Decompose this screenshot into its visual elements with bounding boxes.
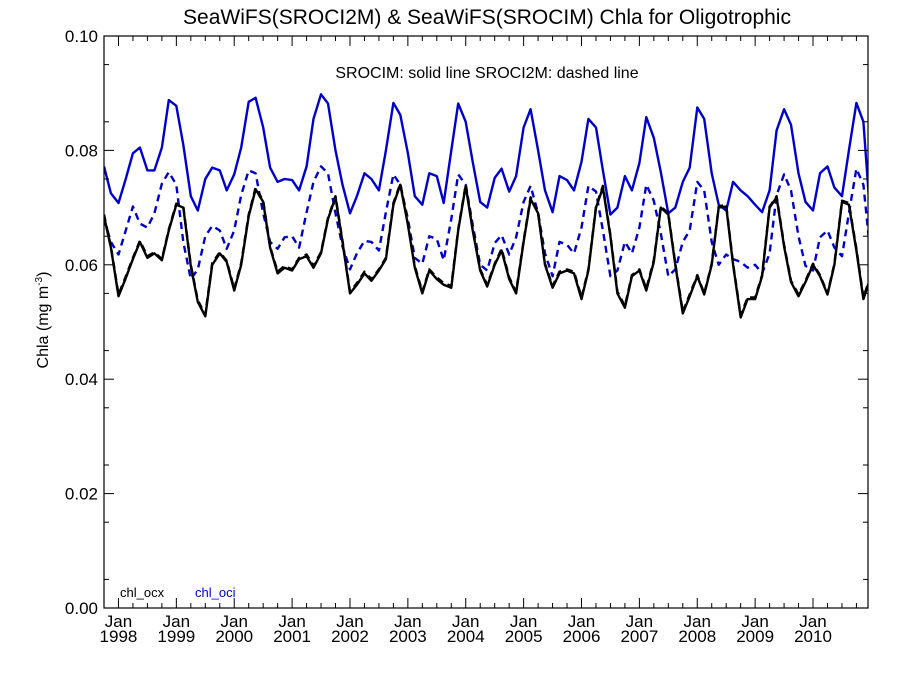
x-tick-month-label: Jan [799, 612, 826, 631]
x-tick-month-label: Jan [221, 612, 248, 631]
y-tick-label: 0.06 [65, 256, 98, 275]
x-tick-year-label: 2008 [678, 627, 716, 646]
y-tick-label: 0.02 [65, 485, 98, 504]
chart-title: SeaWiFS(SROCI2M) & SeaWiFS(SROCIM) Chla … [183, 6, 791, 29]
series-line-chl_oci-solid [104, 93, 868, 216]
x-tick-month-label: Jan [510, 612, 537, 631]
x-tick-month-label: Jan [568, 612, 595, 631]
x-tick-month-label: Jan [684, 612, 711, 631]
y-tick-label: 0.08 [65, 141, 98, 160]
y-tick-label: 0.10 [65, 27, 98, 46]
x-tick-year-label: 2003 [389, 627, 427, 646]
line-style-note: SROCIM: solid line SROCI2M: dashed line [335, 65, 638, 82]
series-line-chl_ocx-dashed [104, 182, 868, 317]
x-tick-year-label: 2004 [447, 627, 485, 646]
axis-layer: 0.000.020.040.060.080.10Jan1998Jan1999Ja… [65, 27, 869, 646]
x-tick-month-label: Jan [394, 612, 421, 631]
x-tick-month-label: Jan [105, 612, 132, 631]
x-tick-year-label: 2007 [620, 627, 658, 646]
plot-frame [103, 35, 869, 609]
legend-entry-chl_oci: chl_oci [195, 585, 236, 600]
legend: chl_ocx chl_oci [120, 585, 236, 600]
x-tick-month-label: Jan [163, 612, 190, 631]
x-tick-year-label: 2000 [215, 627, 253, 646]
x-tick-month-label: Jan [452, 612, 479, 631]
y-tick-label: 0.00 [65, 599, 98, 618]
x-tick-month-label: Jan [741, 612, 768, 631]
x-tick-year-label: 1998 [100, 627, 138, 646]
x-tick-year-label: 1999 [157, 627, 195, 646]
x-tick-year-label: 2002 [331, 627, 369, 646]
x-tick-month-label: Jan [336, 612, 363, 631]
legend-entry-chl_ocx: chl_ocx [120, 585, 165, 600]
series-line-chl_ocx-solid [104, 183, 868, 319]
y-axis-label: Chla (mg m-3) [34, 272, 52, 369]
x-tick-year-label: 2001 [273, 627, 311, 646]
series-line-chl_oci-dashed [104, 165, 868, 281]
series-layer [104, 93, 868, 319]
y-tick-label: 0.04 [65, 370, 98, 389]
x-tick-year-label: 2009 [736, 627, 774, 646]
x-tick-year-label: 2010 [794, 627, 832, 646]
x-tick-month-label: Jan [278, 612, 305, 631]
x-tick-year-label: 2006 [563, 627, 601, 646]
x-tick-year-label: 2005 [505, 627, 543, 646]
x-tick-month-label: Jan [626, 612, 653, 631]
